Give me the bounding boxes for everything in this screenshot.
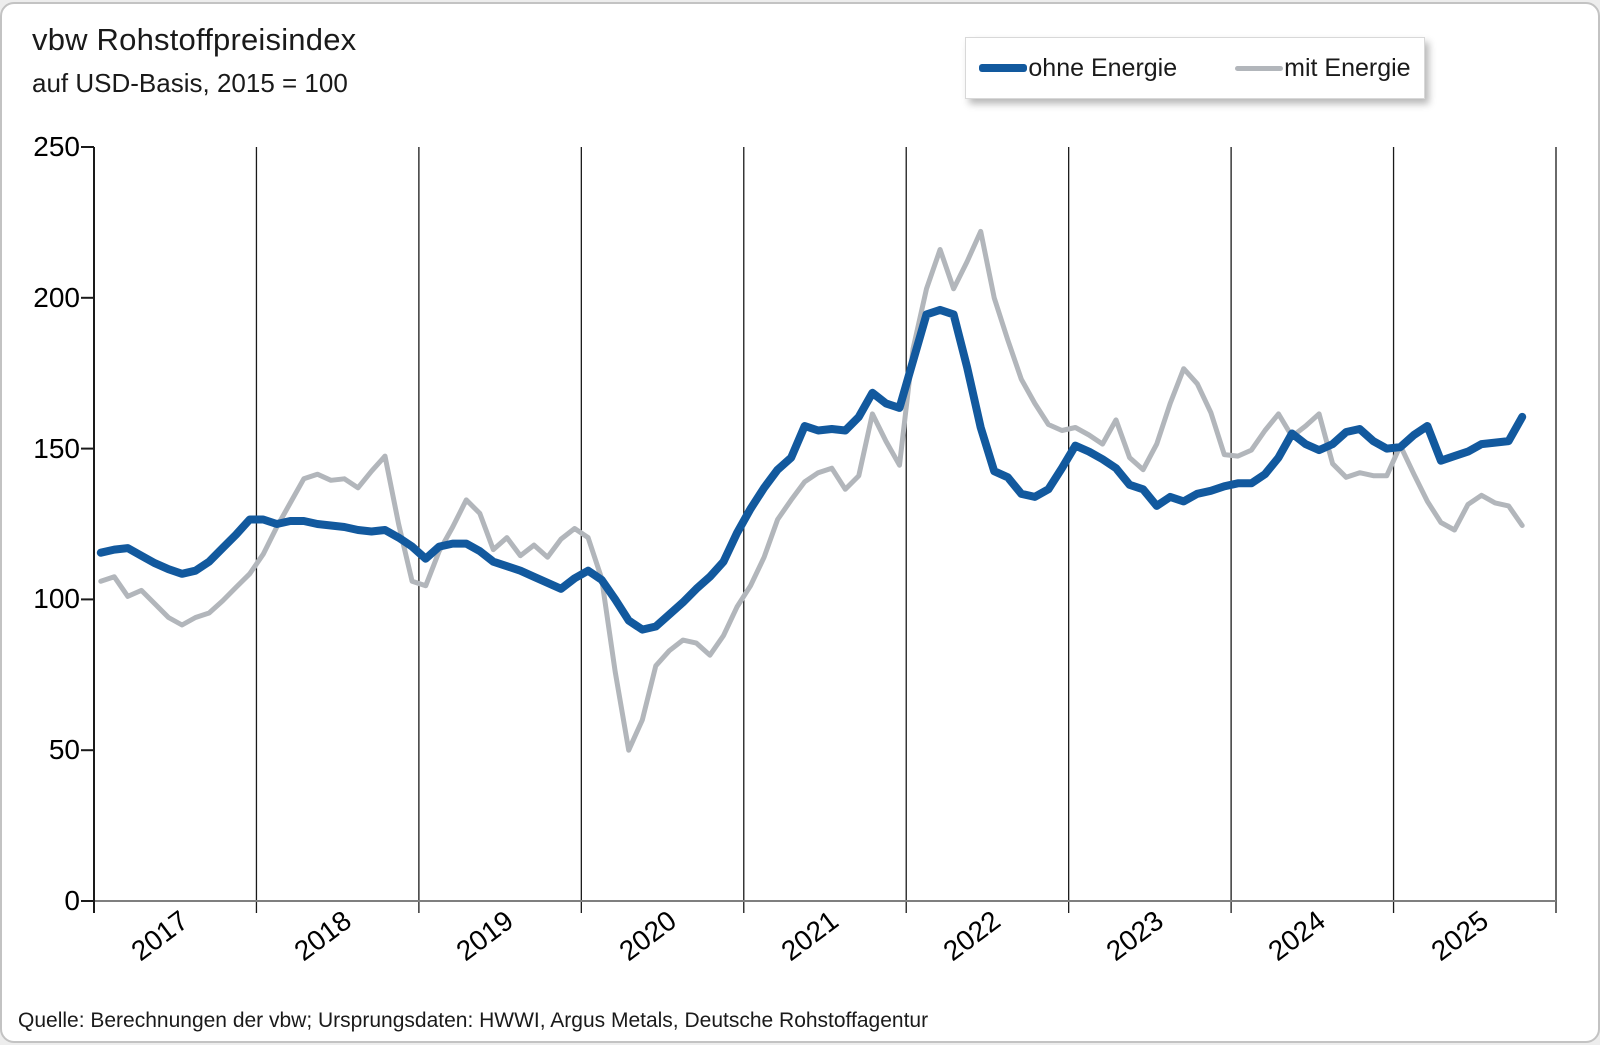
legend-label: ohne Energie [1028, 53, 1178, 82]
legend-label: mit Energie [1284, 53, 1411, 82]
legend-line-sample-gray [1235, 65, 1284, 71]
series-line-mit-energie [98, 228, 1525, 753]
y-axis-label: 0 [64, 885, 80, 916]
chart-canvas [81, 146, 1557, 913]
legend-line-sample-blue [979, 64, 1028, 72]
chart-legend: ohne Energie mit Energie [965, 37, 1425, 99]
y-axis-label: 100 [33, 583, 80, 615]
y-axis-label: 50 [48, 734, 80, 766]
y-axis-label: 250 [33, 131, 80, 162]
page-subtitle: auf USD-Basis, 2015 = 100 [32, 68, 348, 98]
page-title: vbw Rohstoffpreisindex [32, 22, 357, 57]
title-block: vbw Rohstoffpreisindex auf USD-Basis, 20… [32, 22, 356, 99]
price-index-chart: 0 50 100 150 200 250 2017 2018 2019 2020 2021 2022 2… [2, 4, 1598, 1041]
y-axis-label: 150 [33, 432, 80, 464]
legend-entry-mit-energie: mit Energie [1235, 53, 1411, 83]
y-axis-label: 200 [33, 281, 80, 313]
source-note: Quelle: Berechnungen der vbw; Ursprungsd… [18, 1009, 929, 1032]
series-line-ohne-energie [96, 305, 1527, 634]
legend-entry-ohne-energie: ohne Energie [979, 54, 1177, 83]
